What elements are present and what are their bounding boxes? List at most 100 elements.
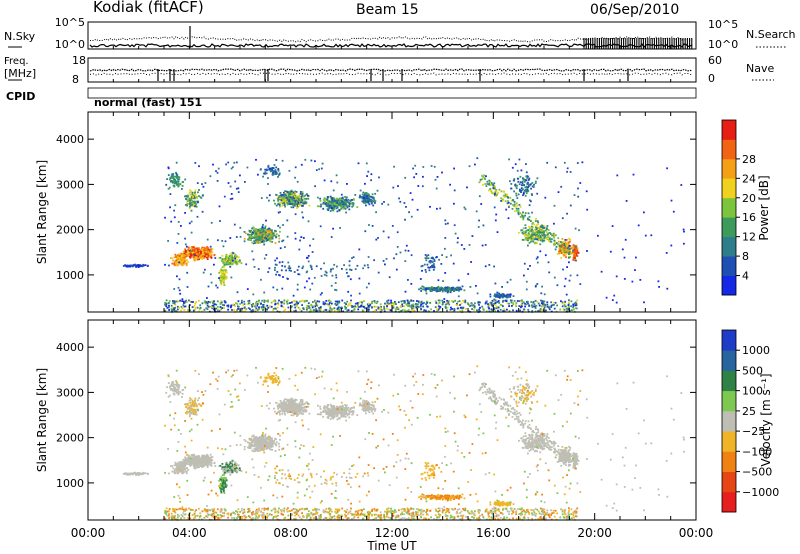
power-cell — [540, 229, 543, 231]
power-cell — [467, 310, 470, 312]
power-cell — [524, 190, 527, 193]
power-cell — [309, 244, 311, 247]
power-cell — [432, 268, 435, 271]
power-cell — [519, 212, 521, 215]
power-cell — [211, 305, 214, 307]
power-cell — [546, 305, 549, 308]
power-cell — [264, 229, 267, 232]
power-cell — [265, 236, 268, 238]
power-cell — [239, 235, 242, 238]
power-cell — [403, 302, 406, 304]
power-cell — [236, 262, 238, 265]
power-cell — [342, 207, 345, 210]
power-cell — [253, 266, 256, 268]
power-cell — [408, 304, 411, 307]
power-cell — [365, 199, 368, 201]
power-cell — [508, 295, 511, 298]
power-cell — [536, 192, 539, 195]
power-cell — [495, 305, 498, 308]
power-cell — [430, 308, 432, 311]
power-cell — [415, 305, 418, 308]
power-cell — [189, 189, 191, 192]
power-cell — [330, 205, 333, 207]
power-cell — [210, 250, 212, 253]
power-cell — [366, 197, 368, 200]
velocity-cell — [206, 466, 209, 468]
power-cell — [532, 237, 534, 240]
power-cell — [346, 272, 348, 274]
power-cell — [347, 304, 349, 307]
power-cell — [183, 305, 186, 308]
power-cell — [464, 208, 467, 211]
power-cell — [404, 260, 407, 262]
power-cell — [488, 179, 491, 182]
power-cell — [552, 301, 555, 304]
power-cell — [267, 271, 270, 273]
power-cell — [343, 199, 346, 201]
power-cell — [342, 201, 345, 204]
power-cell — [570, 300, 573, 303]
power-cell — [495, 195, 497, 197]
power-cell — [277, 199, 280, 202]
power-cell — [524, 186, 527, 189]
power-cell — [560, 242, 563, 244]
power-cell — [413, 307, 415, 310]
power-cell — [348, 264, 351, 267]
power-cell — [670, 199, 673, 202]
power-cell — [275, 233, 278, 236]
power-cell — [205, 301, 207, 304]
power-cell — [485, 175, 487, 178]
power-cell — [416, 305, 419, 308]
power-cell — [187, 261, 190, 263]
power-cell — [456, 307, 459, 310]
power-cell — [287, 306, 290, 309]
power-cell — [260, 231, 262, 234]
power-cell — [305, 201, 308, 204]
power-cell — [513, 205, 516, 207]
power-cell — [235, 261, 238, 264]
power-cell — [467, 273, 470, 275]
power-cell — [541, 238, 544, 240]
power-cell — [205, 307, 208, 310]
power-cell — [340, 193, 343, 196]
power-cell — [569, 204, 572, 207]
power-cell — [170, 179, 173, 182]
power-cell — [191, 194, 194, 197]
power-cell — [286, 190, 288, 193]
power-cell — [298, 204, 301, 207]
power-cell — [305, 271, 308, 274]
power-cell — [497, 295, 500, 298]
power-cell — [420, 290, 423, 292]
power-cell — [223, 195, 226, 198]
power-cell — [442, 280, 444, 282]
power-cell — [670, 244, 673, 247]
power-cell — [358, 248, 361, 251]
power-cell — [336, 302, 339, 304]
power-cell — [447, 302, 449, 304]
power-cell — [515, 303, 517, 306]
power-cell — [563, 243, 566, 245]
power-cell — [425, 259, 428, 262]
power-cell — [189, 196, 192, 199]
power-cell — [428, 266, 431, 269]
power-cell — [358, 277, 361, 280]
power-colorbar-label: Power [dB] — [757, 175, 771, 240]
power-cell — [329, 307, 332, 310]
power-cell — [310, 304, 313, 307]
power-cell — [220, 300, 223, 302]
power-cell — [463, 301, 466, 304]
power-cell — [251, 227, 253, 230]
power-cell — [235, 259, 238, 261]
power-cell — [441, 171, 443, 174]
power-cell — [210, 221, 213, 224]
power-cell — [282, 276, 284, 278]
power-cell — [428, 269, 431, 272]
power-cell — [431, 266, 434, 269]
power-cell — [436, 207, 438, 210]
power-cell — [547, 229, 550, 231]
power-cell — [576, 162, 579, 164]
power-cell — [543, 230, 545, 233]
power-cell — [367, 199, 370, 202]
power-cell — [429, 302, 431, 304]
